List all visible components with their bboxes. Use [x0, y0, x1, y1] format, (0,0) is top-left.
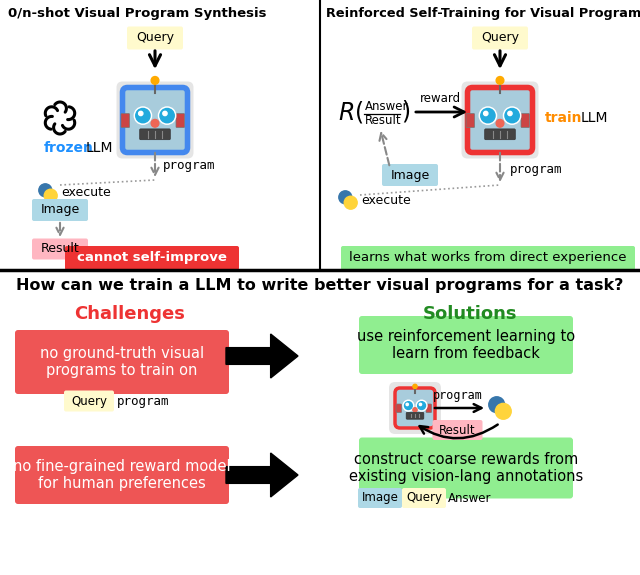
- FancyBboxPatch shape: [395, 388, 435, 428]
- FancyBboxPatch shape: [176, 113, 184, 128]
- Text: Answer: Answer: [448, 492, 492, 504]
- Circle shape: [151, 120, 159, 127]
- Polygon shape: [226, 334, 298, 378]
- Text: Query: Query: [481, 32, 519, 44]
- FancyBboxPatch shape: [433, 420, 483, 440]
- Text: Query: Query: [136, 32, 174, 44]
- Circle shape: [159, 107, 176, 124]
- Circle shape: [479, 107, 497, 124]
- Text: execute: execute: [61, 186, 111, 200]
- Text: Image: Image: [362, 492, 399, 504]
- Circle shape: [413, 384, 417, 389]
- FancyBboxPatch shape: [389, 382, 441, 434]
- Text: Solutions: Solutions: [423, 305, 517, 323]
- Circle shape: [139, 112, 143, 116]
- Circle shape: [489, 397, 504, 413]
- Circle shape: [496, 76, 504, 85]
- FancyBboxPatch shape: [341, 246, 635, 270]
- FancyBboxPatch shape: [484, 129, 515, 140]
- Circle shape: [44, 189, 57, 202]
- Circle shape: [495, 404, 511, 419]
- Text: 0/n-shot Visual Program Synthesis: 0/n-shot Visual Program Synthesis: [8, 7, 266, 20]
- Text: train: train: [545, 111, 582, 125]
- Circle shape: [151, 76, 159, 85]
- Text: use reinforcement learning to
learn from feedback: use reinforcement learning to learn from…: [357, 329, 575, 361]
- FancyBboxPatch shape: [15, 446, 229, 504]
- FancyBboxPatch shape: [396, 404, 402, 413]
- Circle shape: [481, 109, 495, 122]
- Text: Query: Query: [406, 492, 442, 504]
- FancyBboxPatch shape: [359, 316, 573, 374]
- FancyBboxPatch shape: [32, 239, 88, 259]
- FancyBboxPatch shape: [359, 438, 573, 499]
- Circle shape: [484, 112, 488, 116]
- Text: Answer: Answer: [365, 101, 408, 113]
- Circle shape: [508, 112, 512, 116]
- Circle shape: [418, 402, 426, 409]
- Circle shape: [39, 184, 52, 197]
- Circle shape: [136, 109, 150, 122]
- FancyBboxPatch shape: [116, 82, 193, 159]
- FancyBboxPatch shape: [121, 113, 129, 128]
- Circle shape: [419, 403, 422, 405]
- Text: reward: reward: [419, 92, 461, 105]
- Text: Result: Result: [365, 113, 402, 126]
- Text: execute: execute: [361, 194, 411, 206]
- Text: Result: Result: [40, 243, 79, 255]
- Circle shape: [339, 191, 352, 204]
- FancyBboxPatch shape: [406, 412, 424, 419]
- Text: no ground-truth visual
programs to train on: no ground-truth visual programs to train…: [40, 346, 204, 378]
- Text: Result: Result: [439, 424, 476, 436]
- FancyBboxPatch shape: [32, 199, 88, 221]
- FancyBboxPatch shape: [382, 164, 438, 186]
- Text: Image: Image: [40, 204, 79, 217]
- FancyBboxPatch shape: [521, 113, 530, 128]
- Text: Challenges: Challenges: [75, 305, 186, 323]
- FancyBboxPatch shape: [426, 404, 431, 413]
- FancyBboxPatch shape: [15, 330, 229, 394]
- Text: program: program: [433, 389, 483, 402]
- Circle shape: [406, 403, 408, 405]
- Text: program: program: [117, 394, 170, 408]
- Circle shape: [416, 400, 427, 411]
- FancyBboxPatch shape: [466, 113, 475, 128]
- FancyBboxPatch shape: [140, 129, 170, 140]
- Text: construct coarse rewards from
existing vision-lang annotations: construct coarse rewards from existing v…: [349, 452, 583, 484]
- Text: Query: Query: [71, 394, 107, 408]
- Circle shape: [496, 120, 504, 127]
- Text: program: program: [163, 159, 216, 171]
- FancyBboxPatch shape: [472, 26, 528, 49]
- Circle shape: [344, 196, 357, 209]
- Circle shape: [404, 402, 412, 409]
- FancyBboxPatch shape: [402, 488, 446, 508]
- Text: How can we train a LLM to write better visual programs for a task?: How can we train a LLM to write better v…: [16, 278, 624, 293]
- FancyBboxPatch shape: [127, 26, 183, 49]
- Text: no fine-grained reward model
for human preferences: no fine-grained reward model for human p…: [13, 459, 231, 491]
- Text: Reinforced Self-Training for Visual Program Synthesis: Reinforced Self-Training for Visual Prog…: [326, 7, 640, 20]
- Text: learns what works from direct experience: learns what works from direct experience: [349, 251, 627, 264]
- Text: LLM: LLM: [581, 111, 609, 125]
- Circle shape: [505, 109, 519, 122]
- Text: ): ): [401, 100, 410, 124]
- FancyBboxPatch shape: [358, 488, 402, 508]
- FancyBboxPatch shape: [64, 390, 114, 412]
- Circle shape: [504, 107, 521, 124]
- Text: cannot self-improve: cannot self-improve: [77, 251, 227, 264]
- Text: frozen: frozen: [44, 141, 94, 155]
- Text: Image: Image: [390, 168, 429, 182]
- Circle shape: [134, 107, 152, 124]
- FancyBboxPatch shape: [467, 87, 532, 152]
- FancyBboxPatch shape: [461, 82, 538, 159]
- Text: program: program: [510, 163, 563, 177]
- Polygon shape: [226, 453, 298, 497]
- Circle shape: [163, 112, 167, 116]
- FancyBboxPatch shape: [122, 87, 188, 152]
- Text: $\mathit{R}($: $\mathit{R}($: [338, 99, 364, 125]
- Circle shape: [160, 109, 174, 122]
- FancyBboxPatch shape: [65, 246, 239, 270]
- Circle shape: [403, 400, 414, 411]
- Circle shape: [413, 408, 417, 412]
- Text: LLM: LLM: [86, 141, 113, 155]
